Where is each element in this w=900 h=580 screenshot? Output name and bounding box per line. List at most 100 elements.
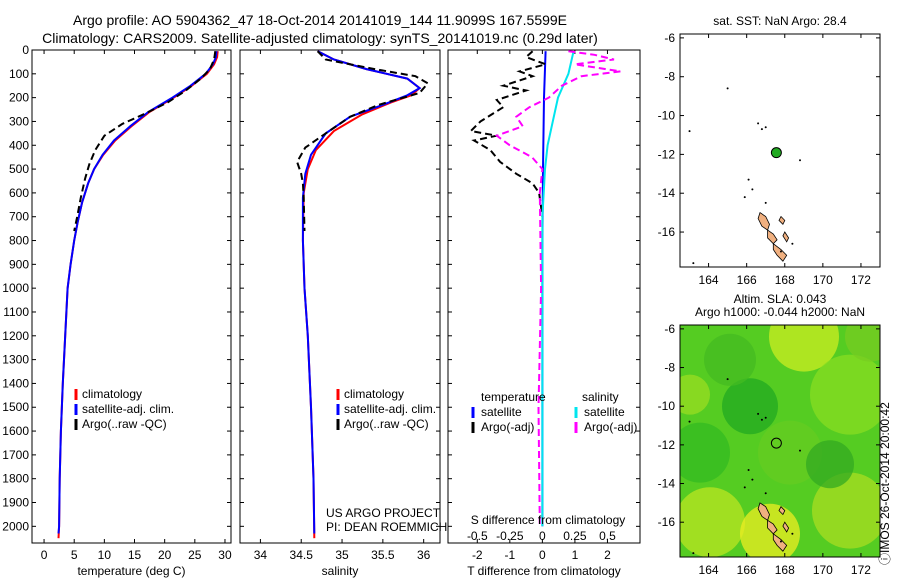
y-tick-label: 600: [9, 186, 29, 200]
x-tick-label: -1: [504, 548, 515, 562]
y-tick-label: 1800: [2, 472, 29, 486]
x-tick-label: 170: [813, 563, 833, 577]
sla-blob-8: [704, 333, 756, 386]
series-line-1: [468, 50, 549, 217]
islet-4: [757, 412, 760, 415]
legend-label: satellite-adj. clim.: [344, 402, 436, 416]
islet-7: [726, 87, 729, 90]
legend-label: satellite: [584, 405, 625, 419]
sla-blob-1: [810, 354, 880, 435]
map-frame: [679, 324, 881, 558]
y-tick-label: 1400: [2, 376, 29, 390]
y-tick-label: 900: [9, 257, 29, 271]
sla-blob-10: [845, 325, 880, 362]
islet-11: [791, 242, 794, 245]
x-tick-label: 25: [188, 548, 202, 562]
islet-3: [764, 416, 767, 419]
islet-9: [692, 262, 695, 265]
float-marker: [770, 437, 782, 449]
x-tick-label: 2: [604, 548, 611, 562]
x-tick-label: 34.5: [290, 548, 314, 562]
x-tick-label: 164: [699, 563, 719, 577]
map-title-line1: Altim. SLA: 0.043: [734, 292, 827, 306]
map-sst_map: 164 166 168 170 172 -6 -8 -10 -12 -14 -16 sat. SST:…: [658, 14, 881, 287]
s-tick-label: 0: [539, 529, 546, 543]
islet-8: [688, 130, 691, 133]
sla-blob-0: [769, 325, 839, 372]
island-2: [772, 242, 788, 262]
sla-blob-9: [806, 440, 854, 489]
series-group: [296, 50, 430, 539]
x-tick-label: 10: [98, 548, 112, 562]
y-tick-label: -6: [664, 31, 675, 45]
x-axis-label: temperature (deg C): [77, 564, 185, 578]
island-1: [767, 519, 778, 535]
legend-label: Argo(..raw -QC): [82, 417, 167, 431]
map-frame: [679, 33, 881, 268]
island-4: [778, 215, 786, 225]
series-group: [57, 51, 219, 539]
series-line-0: [57, 51, 219, 539]
y-tick-label: -16: [658, 225, 676, 239]
island-2: [772, 532, 788, 552]
y-tick-label: 300: [9, 114, 29, 128]
map-sla_map: 164 166 168 170 172 -6 -8 -10 -12 -14 -16 Altim. SL…: [658, 292, 881, 577]
s-tick-label: 0.5: [599, 529, 616, 543]
y-tick-label: 1600: [2, 424, 29, 438]
series-line-1: [57, 51, 218, 534]
y-tick-label: 500: [9, 162, 29, 176]
islet-10: [764, 492, 767, 495]
y-tick-label: 200: [9, 91, 29, 105]
islet-4: [757, 122, 760, 125]
y-tick-label: 1200: [2, 329, 29, 343]
islet-2: [743, 486, 746, 489]
islet-3: [764, 126, 767, 129]
y-tick-label: -12: [658, 438, 676, 452]
y-tick-label: -6: [664, 322, 675, 336]
x-tick-label: 166: [737, 273, 757, 287]
figure-title-line1: Argo profile: AO 5904362_47 18-Oct-2014 …: [72, 12, 568, 28]
legend-label: satellite-adj. clim.: [82, 402, 174, 416]
islet-8: [688, 420, 691, 423]
islet-1: [751, 188, 754, 191]
x-tick-label: 170: [813, 273, 833, 287]
sla-blob-11: [680, 374, 710, 415]
y-tick-label: -16: [658, 515, 676, 529]
y-tick-label: -14: [658, 186, 676, 200]
panel-frame: [31, 49, 232, 544]
series-line-2: [296, 50, 430, 232]
x-tick-label: 34: [254, 548, 268, 562]
x-tick-label: 168: [775, 273, 795, 287]
series-line-3: [494, 50, 621, 527]
series-line-2: [541, 50, 575, 527]
x-tick-label: 0: [41, 548, 48, 562]
y-tick-label: -10: [658, 109, 676, 123]
map-field: [680, 34, 880, 267]
x-tick-label: 166: [737, 563, 757, 577]
islet-6: [799, 449, 801, 452]
island-3: [782, 231, 790, 243]
series-line-0: [301, 50, 422, 539]
y-tick-label: -10: [658, 399, 676, 413]
legend-label: satellite: [481, 405, 522, 419]
x-tick-label: -2: [472, 548, 483, 562]
y-tick-label: 100: [9, 67, 29, 81]
project-annotation: PI: DEAN ROEMMICH: [326, 520, 447, 534]
x-tick-label: 172: [851, 563, 871, 577]
islet-12: [779, 250, 782, 253]
y-tick-label: 0: [22, 43, 29, 57]
islet-6: [799, 159, 801, 162]
y-tick-label: -8: [664, 70, 675, 84]
y-tick-label: 1300: [2, 353, 29, 367]
x-tick-label: 15: [128, 548, 142, 562]
x-tick-label: 164: [699, 273, 719, 287]
legend-label: Argo(..raw -QC): [344, 417, 429, 431]
islet-2: [743, 196, 746, 199]
islet-0: [747, 469, 750, 471]
y-tick-label: 1100: [3, 305, 29, 319]
figure-title-line2: Climatology: CARS2009. Satellite-adjuste…: [42, 30, 598, 46]
island-4: [778, 506, 786, 516]
x-axis-label: T difference from climatology: [467, 564, 621, 578]
sla-blob-6: [740, 503, 800, 557]
